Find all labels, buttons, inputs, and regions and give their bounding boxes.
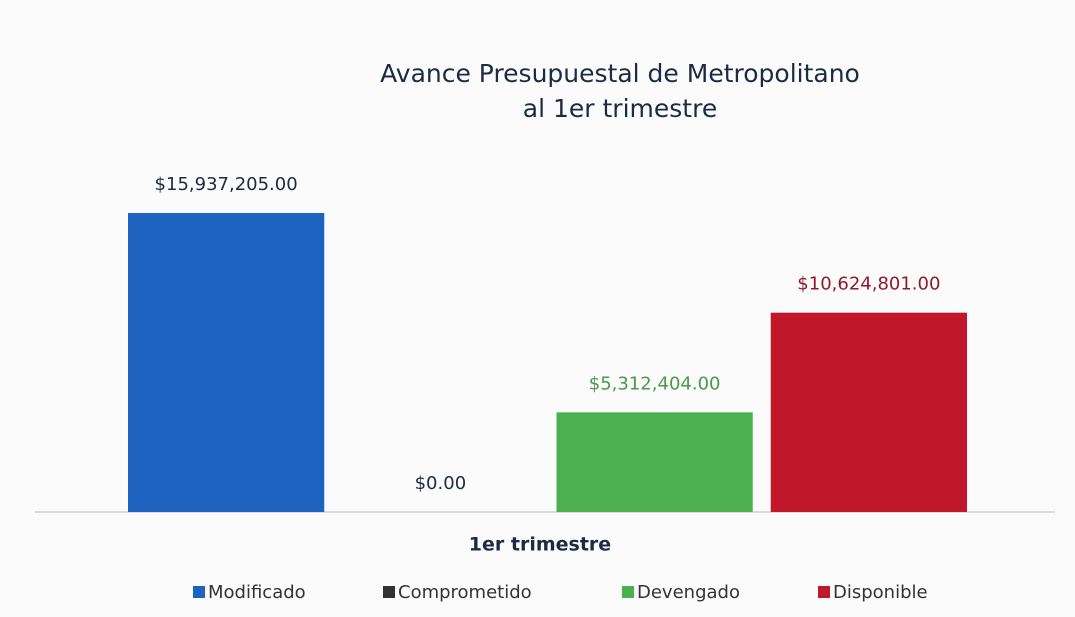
data-label: $5,312,404.00 (589, 373, 721, 394)
legend-label: Disponible (833, 582, 928, 603)
legend-swatch (383, 586, 395, 598)
legend-swatch (193, 586, 205, 598)
legend-swatch (818, 586, 830, 598)
legend-label: Comprometido (398, 582, 532, 603)
legend-swatch (622, 586, 634, 598)
bar (770, 312, 967, 512)
data-label: $0.00 (415, 473, 467, 494)
legend-label: Modificado (208, 582, 306, 603)
data-label: $15,937,205.00 (155, 174, 298, 195)
chart-title: Avance Presupuestal de Metropolitano (380, 59, 860, 88)
bar (556, 412, 753, 512)
legend-label: Devengado (637, 582, 740, 603)
x-tick-label: 1er trimestre (469, 534, 611, 556)
chart-title: al 1er trimestre (523, 94, 717, 123)
bar (128, 213, 325, 512)
data-label: $10,624,801.00 (797, 274, 940, 295)
